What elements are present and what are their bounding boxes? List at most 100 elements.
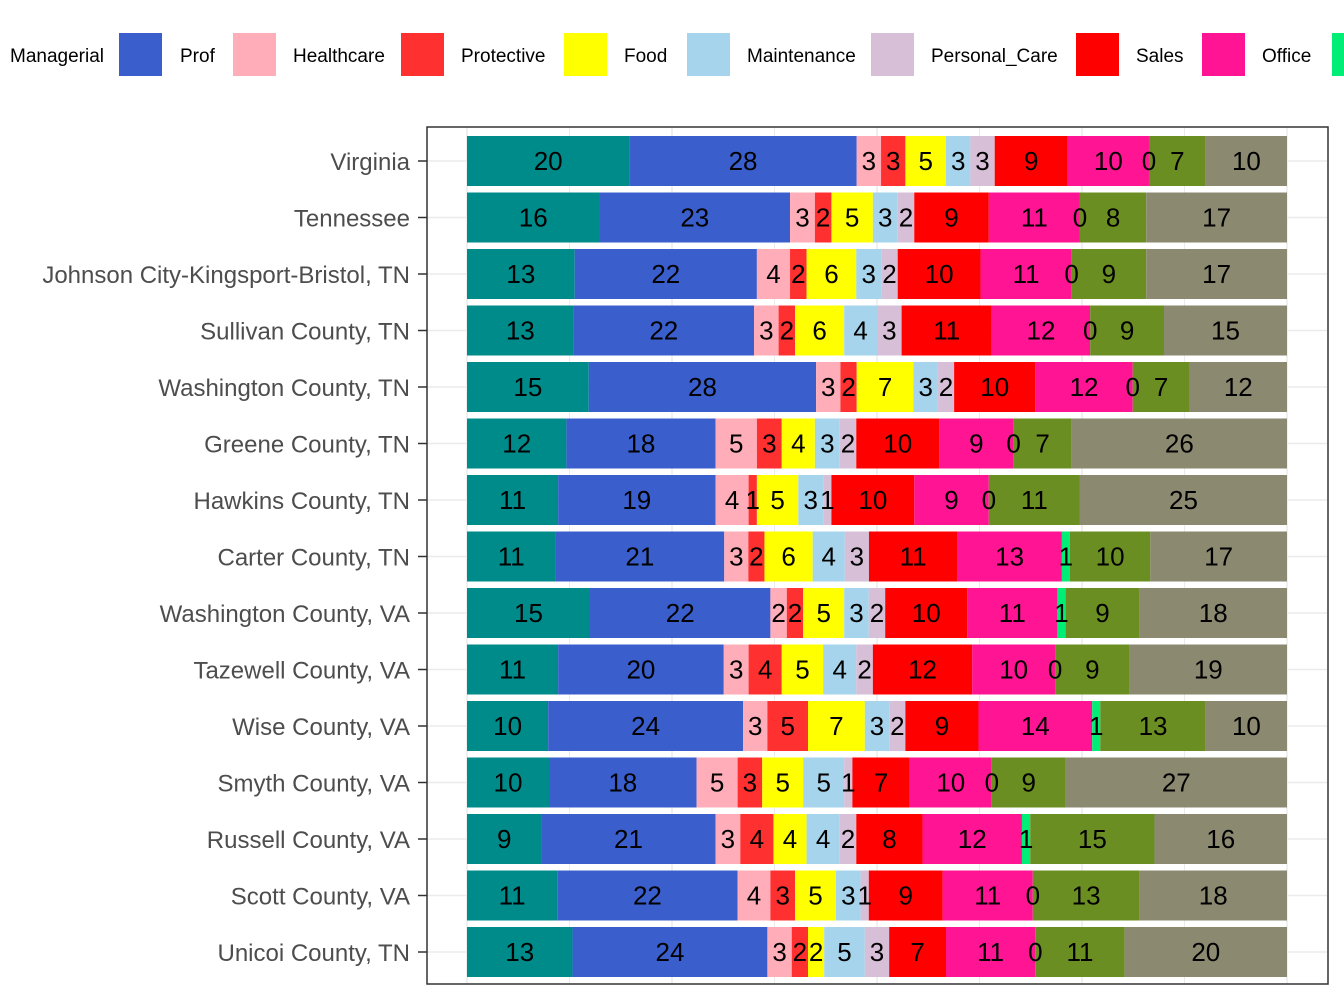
bar-segment <box>905 136 947 186</box>
legend-key <box>1076 33 1119 76</box>
bar-segment <box>914 475 989 525</box>
bar-segment <box>889 701 906 751</box>
data-label: 9 <box>1102 259 1116 289</box>
bar-segment <box>467 927 573 977</box>
data-label: 5 <box>770 485 784 515</box>
bar-segment <box>467 475 559 525</box>
bar-segment <box>980 249 1072 299</box>
bar-segment <box>1090 305 1164 356</box>
data-label: 3 <box>849 598 863 628</box>
legend-key <box>564 33 607 76</box>
bar-segment <box>740 814 774 864</box>
data-label: 9 <box>944 485 958 515</box>
data-label: 5 <box>710 768 724 798</box>
data-label: 12 <box>1224 372 1253 402</box>
bar-segment <box>1030 814 1155 864</box>
data-label: 3 <box>821 372 835 402</box>
data-label: 22 <box>633 881 662 911</box>
data-label: 10 <box>936 768 965 798</box>
data-label: 10 <box>493 711 522 741</box>
data-label: 4 <box>766 259 780 289</box>
data-label: 4 <box>791 429 805 459</box>
data-label: 16 <box>519 203 548 233</box>
bar-segment <box>566 418 716 469</box>
bar-segment <box>922 814 1022 864</box>
bar-segment <box>897 249 981 299</box>
bar-segment <box>756 249 791 299</box>
bar-segment <box>467 870 558 921</box>
bar-segment <box>814 192 832 243</box>
bar-segment <box>856 136 882 186</box>
bar-segment <box>836 870 861 921</box>
data-label: 10 <box>1094 146 1123 176</box>
category-label: Russell County, VA <box>207 827 410 854</box>
data-label: 7 <box>1154 372 1168 402</box>
data-label: 10 <box>980 372 1009 402</box>
category-label: Carter County, TN <box>217 545 410 572</box>
data-label: 3 <box>820 429 834 459</box>
bar-segment <box>786 588 804 638</box>
bar-segment <box>467 249 575 299</box>
data-label: 28 <box>729 146 758 176</box>
data-label: 2 <box>816 203 830 233</box>
bar-segment <box>914 192 989 243</box>
bar-segment <box>988 192 1080 243</box>
data-label: 3 <box>870 937 884 967</box>
data-label: 13 <box>506 316 535 346</box>
bar-segment <box>764 531 813 582</box>
bar-row: 11 19 4 1 5 3 1 10 9 0 11 25 <box>467 475 1287 525</box>
category-label: Scott County, VA <box>231 884 410 911</box>
data-label: 4 <box>816 824 830 854</box>
data-label: 2 <box>771 598 785 628</box>
data-label: 8 <box>882 824 896 854</box>
data-label: 10 <box>494 768 523 798</box>
data-label: 10 <box>999 655 1028 685</box>
bar-segment <box>790 249 807 299</box>
data-label: 10 <box>925 259 954 289</box>
bar-segment <box>1139 870 1287 921</box>
bar-segment <box>823 475 832 525</box>
bar-segment <box>557 870 738 921</box>
data-label: 3 <box>882 316 896 346</box>
data-label: 22 <box>666 598 695 628</box>
data-label: 13 <box>995 542 1024 572</box>
data-label: 10 <box>858 485 887 515</box>
bar-segment <box>770 870 795 921</box>
bar-segment <box>824 927 865 977</box>
bar-segment <box>1205 701 1287 751</box>
data-label: 16 <box>1206 824 1235 854</box>
category-label: Washington County, TN <box>158 375 410 402</box>
bar-segment <box>790 192 815 243</box>
bar-segment <box>756 475 799 525</box>
data-label: 2 <box>890 711 904 741</box>
panel-border <box>426 126 1329 985</box>
data-label: 15 <box>1078 824 1107 854</box>
data-label: 4 <box>783 824 797 854</box>
data-label: 9 <box>1120 316 1134 346</box>
bar-segment <box>754 305 779 356</box>
bar-segment <box>573 305 754 356</box>
bar-segment <box>762 757 804 808</box>
bar-segment <box>748 644 782 695</box>
data-label: 11 <box>900 542 927 572</box>
data-label: 5 <box>780 711 794 741</box>
bar-segment <box>798 475 824 525</box>
bar-segment <box>724 531 749 582</box>
data-label: 3 <box>861 259 875 289</box>
data-label: 13 <box>1139 711 1168 741</box>
data-label: 1 <box>820 485 834 515</box>
bar-segment <box>901 305 992 356</box>
bar-segment <box>844 531 869 582</box>
data-label: 11 <box>498 542 525 572</box>
legend-label: Personal_Care <box>931 46 1058 67</box>
data-label: 3 <box>743 768 757 798</box>
bar-segment <box>889 927 947 977</box>
data-label: 9 <box>1095 598 1109 628</box>
bar-segment <box>991 305 1091 356</box>
bar-segment <box>590 588 771 638</box>
data-label: 3 <box>804 485 818 515</box>
bar-segment <box>467 418 567 469</box>
bar-segment <box>1065 588 1140 638</box>
legend-key <box>233 33 276 76</box>
data-label: 4 <box>758 655 772 685</box>
